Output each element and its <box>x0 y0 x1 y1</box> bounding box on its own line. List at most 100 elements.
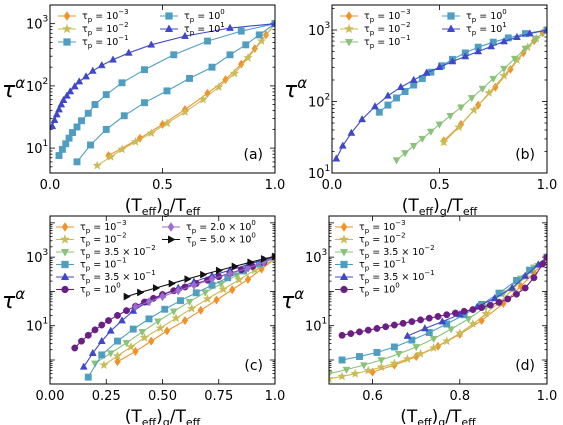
y-axis-label: τα <box>2 74 25 103</box>
legend-marker <box>168 235 176 244</box>
legend-exp: 1 <box>502 21 506 29</box>
data-point <box>84 109 92 117</box>
legend-coef: 5.0 × 10 <box>210 235 251 246</box>
data-point <box>92 160 103 170</box>
legend-tau: τ <box>184 24 190 35</box>
data-point <box>118 316 126 324</box>
y-tick-exp: 3 <box>325 21 331 31</box>
data-point <box>171 313 181 323</box>
legend-marker <box>339 249 349 257</box>
legend-entry: τp = 10−2 <box>359 232 406 248</box>
legend-eq: = <box>374 11 388 22</box>
legend-sub: p <box>88 16 93 24</box>
x-label-part: eff <box>186 416 201 425</box>
data-point <box>192 289 200 297</box>
data-point <box>438 317 447 325</box>
legend-sub: p <box>86 290 91 298</box>
panel-label: (d) <box>515 358 535 374</box>
legend-marker <box>343 23 355 34</box>
y-tick-label: 101 <box>26 139 48 157</box>
data-point <box>373 325 381 332</box>
y-label-main: τ <box>2 289 16 314</box>
data-point <box>202 293 213 304</box>
legend-coef: 10 <box>383 285 395 296</box>
data-point <box>396 82 405 91</box>
legend-sub: p <box>365 240 370 248</box>
legend-tau: τ <box>184 11 190 22</box>
data-point <box>495 298 503 306</box>
data-point <box>146 128 157 138</box>
data-point <box>409 143 418 151</box>
legend-eq: = <box>194 11 208 22</box>
legend-entry: τp = 3.5 × 10−2 <box>80 244 156 260</box>
y-tick-base: 10 <box>305 320 322 335</box>
x-label-part: (T <box>400 407 418 425</box>
data-point <box>84 331 92 339</box>
legend-sub: p <box>472 29 477 37</box>
series <box>403 252 547 339</box>
x-label-part: ) <box>156 407 163 425</box>
data-point <box>478 304 486 311</box>
data-point <box>438 137 449 147</box>
data-point <box>185 298 194 307</box>
y-tick-exp: 3 <box>322 248 328 258</box>
data-point <box>52 110 61 118</box>
data-point <box>332 154 341 162</box>
data-point <box>213 295 220 305</box>
y-tick-exp: 3 <box>43 248 49 258</box>
data-point <box>50 115 59 123</box>
legend-exp: −2 <box>116 232 126 240</box>
data-point <box>226 51 234 59</box>
data-point <box>218 284 229 294</box>
legend-eq: = <box>369 260 383 271</box>
legend-exp: −3 <box>395 219 405 227</box>
data-point <box>408 318 416 326</box>
data-point <box>106 350 115 358</box>
series <box>50 19 275 130</box>
x-axis-label: (Teff)g/Teff <box>402 196 478 218</box>
legend-entry: τp = 10−2 <box>82 21 129 37</box>
y-tick-base: 10 <box>308 24 325 39</box>
legend-marker <box>167 222 175 232</box>
data-point <box>460 307 468 315</box>
legend-exp: 0 <box>116 282 120 290</box>
data-point <box>163 87 171 95</box>
x-label-part: g <box>440 205 447 218</box>
legend-eq: = <box>90 260 104 271</box>
legend-eq: = <box>196 235 210 246</box>
data-point <box>418 135 427 144</box>
legend-entry: τp = 100 <box>466 8 507 24</box>
legend-exp: −1 <box>424 269 434 277</box>
y-tick-label: 102 <box>308 93 330 111</box>
data-point <box>492 82 499 92</box>
y-tick-base: 10 <box>305 251 322 266</box>
x-axis-label: (Teff)g/Teff <box>400 407 476 425</box>
data-point <box>428 342 439 353</box>
x-tick-label: 0.25 <box>92 389 121 404</box>
data-point <box>486 301 494 309</box>
legend-eq: = <box>369 222 383 233</box>
data-point <box>55 152 63 160</box>
panel-label: (c) <box>244 358 263 374</box>
data-point <box>204 37 211 45</box>
data-point <box>512 32 521 40</box>
data-point <box>422 68 431 76</box>
y-tick-label: 101 <box>305 317 327 335</box>
data-point <box>329 370 333 379</box>
x-label-part: eff <box>142 416 157 425</box>
x-tick-label: 1.0 <box>265 178 286 193</box>
data-point <box>59 95 68 104</box>
data-point <box>99 360 109 370</box>
data-point <box>106 326 115 334</box>
data-point <box>78 117 85 125</box>
y-tick-exp: 1 <box>325 164 331 174</box>
y-tick-base: 10 <box>26 251 43 266</box>
x-label-part: eff <box>419 205 434 218</box>
data-point <box>382 323 390 331</box>
data-point <box>469 306 477 314</box>
data-point <box>244 274 252 285</box>
data-point <box>434 313 442 320</box>
